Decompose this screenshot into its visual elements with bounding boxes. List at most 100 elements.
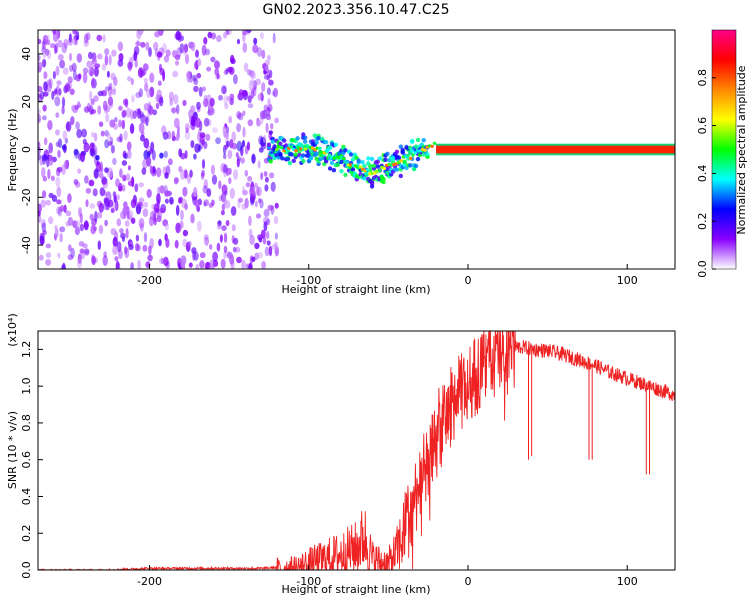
spectrogram-cell bbox=[77, 101, 81, 107]
spectrogram-cell bbox=[279, 146, 284, 150]
spectrogram-cell bbox=[61, 96, 66, 108]
spectrogram-cell bbox=[313, 148, 317, 152]
spectrogram-cell bbox=[95, 154, 100, 161]
spectrogram-cell bbox=[343, 172, 348, 178]
spectrogram-cell bbox=[173, 177, 179, 185]
spectrogram-cell bbox=[221, 203, 226, 211]
x-tick-label: 0 bbox=[464, 274, 471, 287]
spectrogram-cell bbox=[174, 60, 180, 66]
spectrogram-cell bbox=[99, 187, 106, 197]
spectrogram-cell bbox=[38, 109, 42, 115]
spectrogram-cell bbox=[102, 100, 108, 111]
spectrogram-cell bbox=[38, 113, 41, 123]
spectrogram-cell bbox=[135, 242, 140, 252]
spectrogram-cell bbox=[251, 256, 256, 262]
spectrogram-cell bbox=[188, 262, 193, 268]
spectrogram-cell bbox=[62, 130, 68, 140]
spectrogram-cell bbox=[67, 193, 72, 204]
spectrogram-cell bbox=[193, 251, 199, 261]
snr-frame bbox=[37, 330, 676, 571]
spectrogram-cell bbox=[38, 254, 44, 261]
spectrogram-cell bbox=[113, 195, 117, 203]
spectrogram-cell bbox=[275, 148, 279, 152]
spectrogram-cell bbox=[122, 109, 127, 118]
spectrogram-cell bbox=[169, 199, 174, 205]
spectrogram-cell bbox=[261, 82, 266, 92]
spectrogram-cell bbox=[278, 151, 283, 157]
spectrogram-cell bbox=[38, 117, 41, 124]
spectrogram-cell bbox=[272, 87, 279, 98]
spectrogram-cell bbox=[262, 135, 267, 144]
spectrogram-cell bbox=[199, 252, 206, 259]
snr-x-label: Height of straight line (km) bbox=[281, 583, 430, 596]
spectrogram-cell bbox=[327, 166, 333, 171]
spectrogram-cell bbox=[280, 156, 285, 161]
spectrogram-cell bbox=[190, 213, 195, 224]
spectrogram-cell bbox=[204, 236, 210, 246]
spectrogram-cell bbox=[242, 189, 248, 196]
spectrogram-cell bbox=[42, 34, 49, 45]
spectrogram-cell bbox=[274, 202, 279, 209]
spectrogram-cell bbox=[242, 110, 246, 117]
spectrogram-cell bbox=[75, 220, 80, 228]
spectrogram-cell bbox=[278, 141, 283, 146]
spectrogram-cell bbox=[97, 105, 102, 115]
spectrogram-cell bbox=[122, 209, 127, 220]
spectrogram-cell bbox=[195, 263, 200, 269]
spectrogram-cell bbox=[84, 249, 90, 256]
spectrogram-cell bbox=[94, 63, 101, 69]
spectrogram-cell bbox=[247, 176, 253, 182]
spectrogram-cell bbox=[209, 244, 213, 250]
spectrogram-cell bbox=[119, 168, 123, 178]
spectrogram-cell bbox=[158, 30, 164, 37]
spectrogram-cell bbox=[63, 204, 67, 213]
snr-panel: -200 -100 0 100 0.0 0.2 0.4 0.6 0.8 1.0 1.2 Heigh… bbox=[6, 313, 676, 596]
spectrogram-cell bbox=[143, 77, 148, 84]
spectrogram-cell bbox=[287, 161, 293, 166]
spectrogram-cell bbox=[48, 216, 54, 225]
spectrogram-cell bbox=[42, 115, 47, 121]
spectrogram-cell bbox=[55, 129, 60, 136]
spectrogram-cell bbox=[415, 137, 421, 143]
spectrogram-cell bbox=[246, 30, 252, 34]
spectrogram-cell bbox=[69, 52, 72, 62]
spectrogram-cell bbox=[107, 132, 111, 140]
spectrogram-cell bbox=[247, 103, 254, 109]
spectrogram-cell bbox=[301, 153, 306, 158]
spectrogram-cell bbox=[275, 249, 279, 255]
spectrogram-cell bbox=[207, 31, 213, 39]
spectrogram-cell bbox=[264, 184, 269, 192]
spectrogram-cell bbox=[203, 37, 208, 45]
spectrogram-cell bbox=[47, 120, 53, 131]
spectrogram-cell bbox=[84, 175, 89, 184]
spectrogram-cell bbox=[85, 199, 89, 208]
spectrogram-cell bbox=[61, 42, 68, 54]
spectrogram-cell bbox=[151, 149, 156, 161]
spectrogram-cell bbox=[368, 164, 373, 169]
spectrogram-cell bbox=[82, 138, 87, 145]
spectrogram-cell bbox=[268, 79, 274, 86]
spectrogram-cell bbox=[93, 145, 98, 156]
spectrogram-cell bbox=[266, 106, 271, 117]
spectrogram-cell bbox=[264, 176, 269, 183]
spectrogram-cell bbox=[190, 116, 196, 127]
spectrogram-cell bbox=[262, 236, 267, 245]
spectrogram-cell bbox=[40, 218, 46, 228]
spectrogram-cell bbox=[38, 214, 42, 223]
spectrogram-cell bbox=[141, 167, 147, 175]
spectrogram-cell bbox=[165, 238, 170, 248]
spectrogram-cell bbox=[153, 41, 159, 51]
spectrogram-cell bbox=[89, 142, 95, 153]
spectrogram-cell bbox=[186, 72, 191, 83]
spectrogram-cell bbox=[112, 157, 117, 165]
spectrogram-cell bbox=[383, 157, 388, 162]
spectrogram-cell bbox=[146, 156, 152, 167]
spectrogram-cell bbox=[264, 65, 269, 72]
spectrogram-cell bbox=[119, 133, 123, 143]
spectrogram-cell bbox=[138, 218, 145, 229]
spectrogram-cell bbox=[83, 106, 90, 113]
spectrogram-cell bbox=[270, 181, 276, 192]
spectrogram-cell bbox=[50, 175, 55, 182]
spectrogram-cell bbox=[96, 34, 103, 42]
spectrogram-cell bbox=[131, 176, 135, 188]
